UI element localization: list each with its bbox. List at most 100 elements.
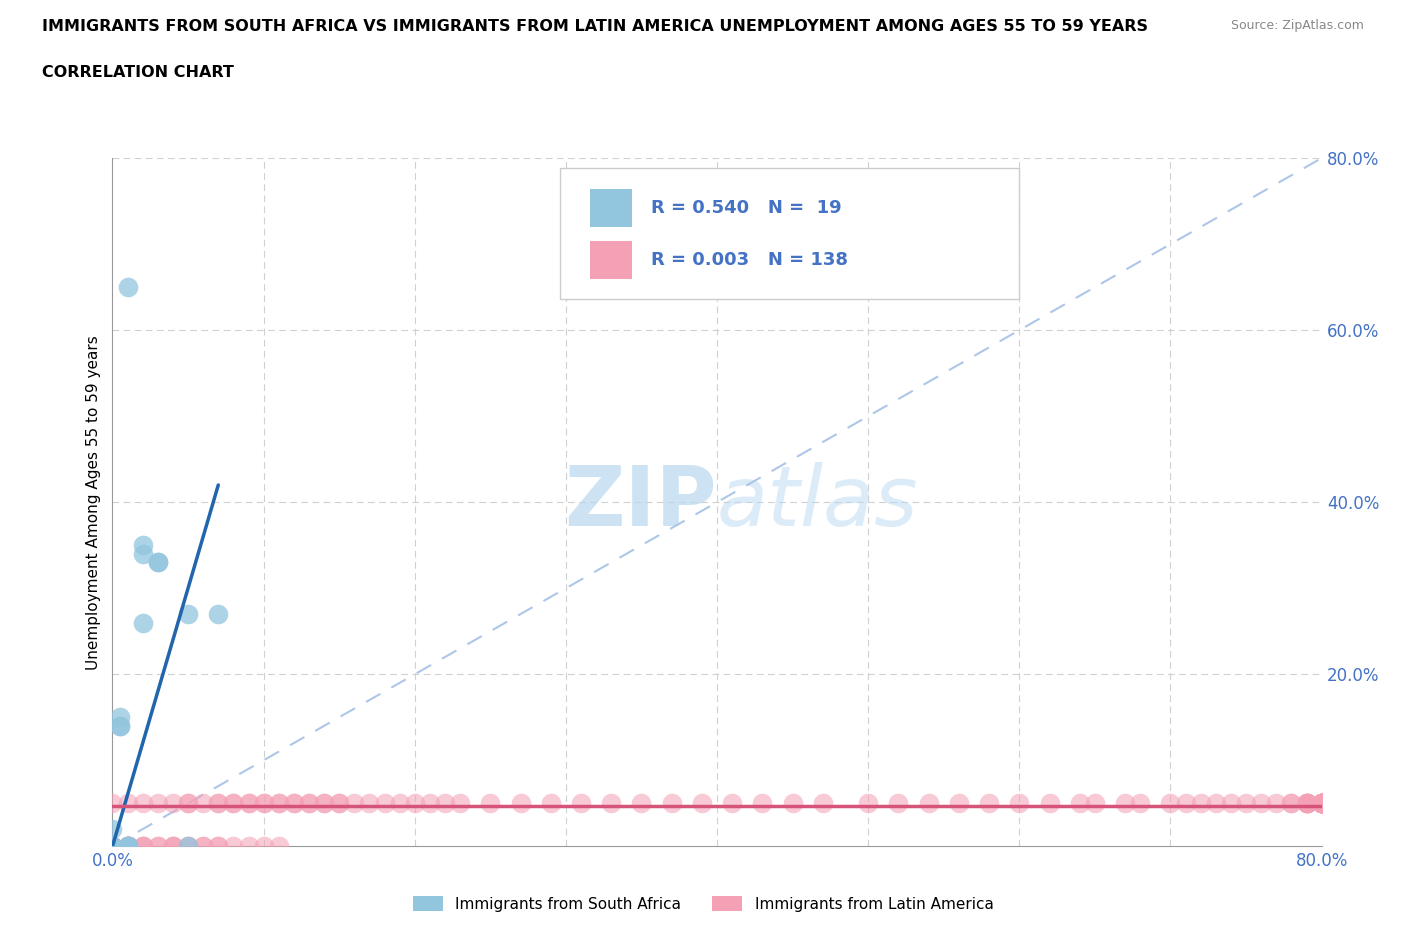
Point (977, 796, 1000, 811)
Point (207, 796, 229, 811)
Point (267, 796, 290, 811)
Point (101, 839, 124, 854)
Point (117, 839, 139, 854)
Point (146, 796, 169, 811)
Point (1310, 796, 1333, 811)
Point (177, 839, 200, 854)
Point (117, 839, 139, 854)
Point (1310, 796, 1333, 811)
Point (404, 796, 426, 811)
Point (101, 839, 124, 854)
Point (1250, 796, 1272, 811)
Point (177, 839, 200, 854)
Text: Source: ZipAtlas.com: Source: ZipAtlas.com (1230, 19, 1364, 32)
Point (101, 796, 124, 811)
Text: ZIP: ZIP (565, 461, 717, 543)
Y-axis label: Unemployment Among Ages 55 to 59 years: Unemployment Among Ages 55 to 59 years (86, 335, 101, 670)
Point (1038, 796, 1062, 811)
Point (117, 839, 139, 854)
Point (117, 280, 139, 295)
Point (207, 606, 229, 621)
Point (108, 710, 131, 724)
Point (343, 796, 366, 811)
Point (207, 796, 229, 811)
Point (162, 839, 184, 854)
Point (630, 796, 652, 811)
Point (600, 796, 623, 811)
Point (887, 796, 910, 811)
Point (1310, 796, 1333, 811)
Point (117, 839, 139, 854)
Point (101, 822, 124, 837)
Point (101, 839, 124, 854)
Point (132, 839, 155, 854)
Point (117, 839, 139, 854)
Point (117, 839, 139, 854)
Point (1310, 796, 1333, 811)
Point (267, 796, 290, 811)
Point (101, 839, 124, 854)
Point (222, 796, 245, 811)
Point (207, 839, 229, 854)
Point (253, 796, 276, 811)
Point (117, 839, 139, 854)
Point (283, 796, 305, 811)
Bar (591, 241, 633, 279)
Point (101, 839, 124, 854)
FancyBboxPatch shape (560, 168, 1019, 299)
Point (117, 839, 139, 854)
Point (177, 839, 200, 854)
Point (328, 796, 350, 811)
Point (433, 796, 456, 811)
Point (132, 839, 155, 854)
Point (117, 796, 139, 811)
Point (1234, 796, 1257, 811)
Text: atlas: atlas (717, 461, 918, 543)
Point (314, 796, 336, 811)
Bar (591, 189, 633, 227)
Point (1310, 796, 1333, 811)
Point (191, 796, 214, 811)
Point (1310, 796, 1333, 811)
Point (1084, 796, 1107, 811)
Point (101, 839, 124, 854)
Point (191, 839, 214, 854)
Point (267, 839, 290, 854)
Point (918, 796, 941, 811)
Point (1279, 796, 1302, 811)
Point (238, 796, 260, 811)
Point (146, 839, 169, 854)
Point (207, 839, 229, 854)
Point (314, 796, 336, 811)
Point (1114, 796, 1136, 811)
Point (132, 538, 155, 552)
Point (101, 839, 124, 854)
Point (162, 796, 184, 811)
Point (1295, 796, 1317, 811)
Point (1279, 796, 1302, 811)
Point (253, 839, 276, 854)
Point (948, 796, 970, 811)
Point (1129, 796, 1152, 811)
Point (449, 796, 471, 811)
Point (101, 839, 124, 854)
Point (328, 796, 350, 811)
Point (101, 839, 124, 854)
Point (1310, 796, 1333, 811)
Point (661, 796, 683, 811)
Point (1008, 796, 1031, 811)
Point (191, 839, 214, 854)
Point (162, 839, 184, 854)
Point (1310, 796, 1333, 811)
Point (108, 719, 131, 734)
Point (101, 839, 124, 854)
Point (690, 796, 713, 811)
Text: R = 0.003   N = 138: R = 0.003 N = 138 (651, 251, 848, 269)
Point (1310, 796, 1333, 811)
Point (1310, 796, 1333, 811)
Point (374, 796, 396, 811)
Point (101, 839, 124, 854)
Point (419, 796, 441, 811)
Point (101, 839, 124, 854)
Point (1295, 796, 1317, 811)
